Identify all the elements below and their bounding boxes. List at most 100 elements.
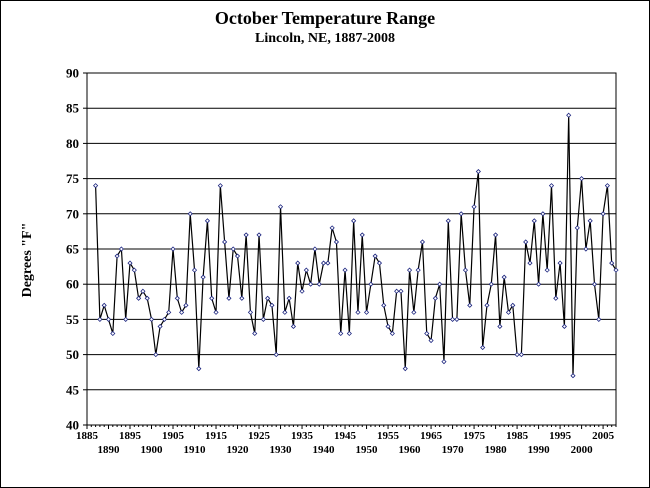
data-point: [123, 316, 129, 322]
data-point: [587, 218, 593, 224]
x-tick-label: 1945: [334, 430, 357, 442]
y-tick-label: 55: [66, 312, 80, 327]
data-point: [286, 295, 292, 301]
data-point: [200, 274, 206, 280]
data-point: [363, 309, 370, 315]
data-point: [333, 239, 340, 245]
data-point: [295, 260, 301, 266]
data-point: [501, 274, 507, 280]
data-point: [136, 295, 142, 301]
data-point: [437, 281, 443, 287]
data-point: [372, 253, 378, 259]
data-point: [204, 218, 210, 224]
x-tick-label: 1985: [506, 430, 529, 442]
data-point: [148, 316, 155, 322]
data-point: [226, 295, 232, 301]
data-point: [161, 316, 167, 322]
x-tick-label: 1950: [356, 444, 379, 456]
data-point: [406, 267, 413, 273]
x-tick-label: 1890: [98, 444, 121, 456]
data-point: [604, 183, 610, 189]
y-tick-label: 75: [66, 171, 80, 186]
data-point: [579, 176, 585, 182]
y-axis: 40 45 50 55 60 65 70 75 80 85 90: [66, 66, 87, 433]
data-point: [265, 295, 271, 301]
data-point: [497, 323, 503, 330]
data-point: [536, 281, 542, 287]
x-tick-label: 1980: [485, 444, 508, 456]
data-point: [312, 246, 318, 252]
data-point: [540, 211, 546, 217]
data-point: [217, 183, 223, 189]
data-point: [277, 204, 284, 210]
x-tick-label: 1905: [162, 430, 185, 442]
data-point: [544, 267, 550, 273]
data-point: [166, 309, 172, 315]
x-tick-label: 1940: [313, 444, 336, 456]
y-tick-label: 90: [66, 66, 79, 81]
y-tick-label: 65: [66, 242, 80, 257]
data-point: [398, 288, 404, 294]
data-point: [475, 168, 481, 175]
y-tick-label: 60: [66, 277, 79, 292]
data-point: [424, 330, 430, 337]
data-point: [308, 281, 314, 287]
data-point: [574, 225, 580, 231]
data-point: [467, 302, 473, 308]
x-tick-label: 1895: [119, 430, 142, 442]
data-point: [493, 232, 499, 238]
x-tick-label: 1900: [141, 444, 164, 456]
data-point: [342, 267, 348, 273]
data-point: [505, 309, 512, 315]
data-point: [531, 218, 537, 224]
data-point: [290, 323, 297, 330]
data-point: [230, 246, 236, 252]
data-point: [583, 246, 589, 252]
data-point: [394, 288, 400, 294]
data-point: [191, 267, 198, 273]
data-point: [381, 302, 387, 308]
data-point: [488, 281, 494, 287]
x-tick-label: 1930: [270, 444, 293, 456]
data-point: [389, 330, 395, 337]
x-tick-label: 1970: [442, 444, 465, 456]
data-point: [351, 218, 357, 224]
y-tick-label: 85: [66, 101, 80, 116]
data-point: [239, 295, 245, 301]
data-point: [454, 316, 460, 322]
data-point: [609, 260, 615, 266]
data-point: [97, 316, 103, 322]
data-point: [514, 352, 520, 358]
y-tick-label: 45: [66, 382, 80, 397]
data-point: [243, 232, 249, 238]
data-point: [376, 260, 383, 266]
data-point: [252, 330, 258, 337]
data-point: [591, 281, 598, 287]
data-point: [282, 309, 288, 315]
data-point: [269, 302, 275, 308]
data-point: [338, 330, 344, 337]
x-tick-label: 1915: [205, 430, 228, 442]
data-point: [299, 288, 305, 294]
data-point: [596, 316, 602, 322]
data-point: [234, 253, 241, 259]
x-tick-label: 1965: [420, 430, 443, 442]
data-point: [600, 211, 606, 217]
x-tick-label: 1920: [227, 444, 250, 456]
data-point: [320, 260, 327, 266]
data-point: [359, 232, 365, 238]
x-tick-label: 1960: [399, 444, 422, 456]
x-tick-label: 1925: [248, 430, 271, 442]
data-point: [480, 344, 486, 351]
x-tick-label: 1975: [463, 430, 486, 442]
data-point: [170, 246, 176, 252]
data-point: [303, 267, 309, 273]
data-point: [557, 260, 563, 266]
data-point: [213, 309, 219, 315]
data-point: [613, 267, 619, 273]
data-point: [411, 309, 417, 315]
x-tick-label: 1990: [528, 444, 551, 456]
data-point: [101, 302, 107, 308]
data-point: [187, 211, 193, 217]
